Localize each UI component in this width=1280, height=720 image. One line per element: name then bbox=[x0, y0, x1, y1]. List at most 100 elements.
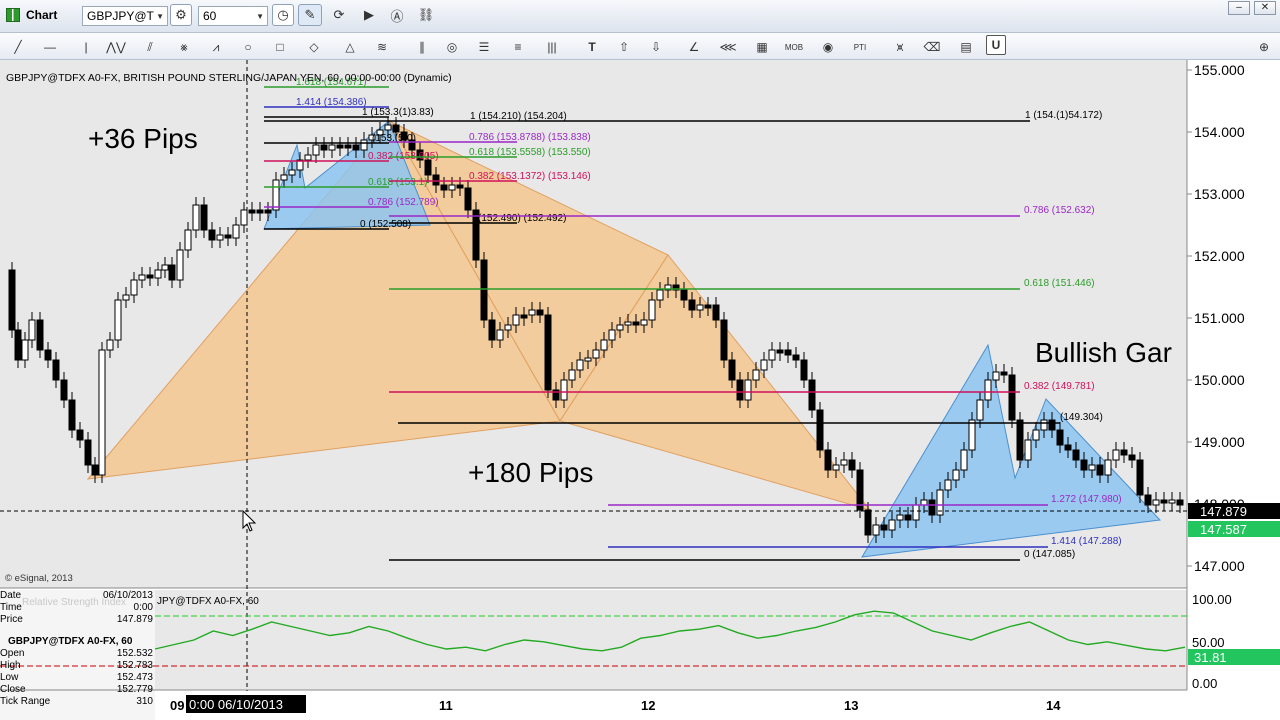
candle-body bbox=[784, 349, 792, 356]
fib-tool-icon[interactable]: ⨳ bbox=[180, 39, 188, 54]
horizontal-line-tool-icon[interactable]: — bbox=[44, 40, 56, 54]
interval-select[interactable]: 60 ▼ bbox=[198, 6, 268, 26]
vertical-line-tool-icon[interactable]: | bbox=[84, 40, 88, 54]
time-clock-button[interactable]: ◷ bbox=[272, 4, 294, 26]
candle-body bbox=[720, 319, 728, 361]
high-value: 152.783 bbox=[116, 660, 153, 671]
link-icon[interactable]: ⛓ bbox=[417, 7, 435, 22]
minimize-button[interactable]: – bbox=[1228, 1, 1250, 15]
draw-pencil-button[interactable]: ✎ bbox=[298, 4, 322, 26]
candle-body bbox=[1080, 459, 1088, 471]
fib-label-right: (149.304) bbox=[1060, 412, 1103, 423]
candle-body bbox=[114, 299, 122, 341]
chart-area[interactable]: 1.618 (154.671) 1.414 (154.386)1 (153.3(1… bbox=[0, 60, 1280, 720]
pattern-label: Bullish Gar bbox=[1035, 337, 1172, 368]
play-icon[interactable]: ▶ bbox=[364, 7, 374, 22]
candle-body bbox=[1000, 371, 1008, 376]
settings-gear-button[interactable]: ⚙ bbox=[170, 4, 192, 26]
candle-body bbox=[1008, 374, 1016, 421]
levels-tool-icon[interactable]: ≡ bbox=[514, 40, 522, 54]
candle-body bbox=[320, 144, 328, 151]
candle-body bbox=[376, 129, 384, 136]
fib-label-mid: 0.382 (153.1372) (153.146) bbox=[469, 171, 591, 182]
candle-body bbox=[1048, 419, 1056, 431]
candle-body bbox=[1136, 459, 1144, 496]
close-value: 152.779 bbox=[116, 684, 153, 695]
fib-label-right: 1.414 (147.288) bbox=[1051, 536, 1122, 547]
candle-body bbox=[952, 469, 960, 481]
rectangle-tool-icon[interactable]: □ bbox=[276, 40, 284, 54]
candle-body bbox=[232, 224, 240, 239]
date-label: Date bbox=[0, 590, 22, 601]
wave-tool-icon[interactable]: ⩙ bbox=[896, 39, 904, 54]
candlestick-series bbox=[8, 117, 1184, 543]
bars-tool-icon[interactable]: ||| bbox=[547, 40, 557, 54]
properties-icon[interactable]: ▤ bbox=[960, 40, 972, 54]
candle-body bbox=[192, 204, 200, 231]
channel-tool-icon[interactable]: ≋ bbox=[376, 40, 388, 54]
candle-body bbox=[146, 274, 154, 279]
candle-body bbox=[312, 144, 320, 156]
candle-body bbox=[928, 499, 936, 516]
candle-body bbox=[392, 124, 400, 133]
data-row-open: Open 152.532 bbox=[0, 648, 155, 660]
candle-body bbox=[464, 187, 472, 211]
data-window: Date 06/10/2013 Time 0:00 Price 147.879 GBP… bbox=[0, 590, 155, 720]
zigzag-tool-icon[interactable]: ⋀⋁ bbox=[106, 40, 126, 54]
chevron-down-icon: ▼ bbox=[256, 12, 264, 21]
zoom-icon[interactable]: ⊕ bbox=[1258, 40, 1270, 54]
eraser-icon[interactable]: ⌫ bbox=[923, 40, 941, 54]
close-button[interactable]: ✕ bbox=[1254, 1, 1276, 15]
refresh-icon[interactable]: ⟳ bbox=[333, 7, 345, 22]
eye-tool-icon[interactable]: ◉ bbox=[822, 40, 834, 54]
candle-body bbox=[816, 409, 824, 451]
candle-body bbox=[21, 339, 29, 361]
line-tool-icon[interactable]: ╱ bbox=[14, 40, 22, 54]
arrow-down-tool-icon[interactable]: ⇩ bbox=[650, 40, 662, 54]
mouse-cursor-icon bbox=[242, 509, 257, 532]
text-tool-icon[interactable]: T bbox=[588, 40, 596, 54]
candle-body bbox=[1096, 464, 1104, 476]
pti-tool-icon[interactable]: PTI bbox=[853, 42, 867, 52]
candle-body bbox=[1144, 494, 1152, 506]
fib-label-right: 0.618 (151.446) bbox=[1024, 278, 1095, 289]
candle-body bbox=[792, 354, 800, 361]
angle-tool-icon[interactable]: ∠ bbox=[688, 40, 700, 54]
gann-tool-icon[interactable]: ⩘ bbox=[212, 39, 220, 54]
candle-body bbox=[528, 309, 536, 316]
fib-label-left: 0.618 (153.1) bbox=[368, 177, 428, 188]
candle-body bbox=[28, 319, 36, 341]
candle-body bbox=[584, 357, 592, 362]
arrow-up-tool-icon[interactable]: ⇧ bbox=[618, 40, 630, 54]
candle-body bbox=[496, 329, 504, 341]
candle-body bbox=[872, 524, 880, 536]
candle-body bbox=[1160, 499, 1168, 504]
target-tool-icon[interactable]: ◎ bbox=[446, 40, 458, 54]
pitchfork-tool-icon[interactable]: ⋘ bbox=[719, 40, 737, 54]
fan-tool-icon[interactable]: ⫽ bbox=[147, 39, 153, 54]
pips-180-label: +180 Pips bbox=[468, 457, 593, 488]
parallel-tool-icon[interactable]: ∥ bbox=[419, 40, 425, 54]
grid-tool-icon[interactable]: ▦ bbox=[756, 40, 768, 54]
magnet-icon[interactable]: U bbox=[986, 35, 1006, 55]
triangle-tool-icon[interactable]: △ bbox=[345, 40, 355, 54]
close-label: Close bbox=[0, 684, 26, 695]
alert-icon[interactable]: Ⓐ bbox=[390, 8, 404, 24]
symbol-select[interactable]: GBPJPY@T ▼ bbox=[82, 6, 168, 26]
ellipse-tool-icon[interactable]: ○ bbox=[244, 40, 252, 54]
rsi-value: 31.81 bbox=[1194, 650, 1227, 665]
diamond-tool-icon[interactable]: ◇ bbox=[309, 40, 319, 54]
fib-label-left: 1 (153.3(1)3.83) bbox=[362, 107, 434, 118]
tick-range-label: Tick Range bbox=[0, 696, 51, 707]
candle-body bbox=[936, 489, 944, 516]
lines-tool-icon[interactable]: ☰ bbox=[478, 40, 490, 54]
time-cursor-label: 0:00 06/10/2013 bbox=[189, 697, 283, 712]
candle-body bbox=[184, 229, 192, 251]
candle-body bbox=[672, 284, 680, 291]
mob-tool-icon[interactable]: MOB bbox=[784, 42, 804, 52]
candle-body bbox=[1168, 499, 1176, 504]
fib-label-right: 1 (154.(1)54.172) bbox=[1025, 110, 1102, 121]
time-label-11: 11 bbox=[439, 698, 453, 713]
candle-body bbox=[592, 349, 600, 359]
candle-body bbox=[664, 284, 672, 291]
